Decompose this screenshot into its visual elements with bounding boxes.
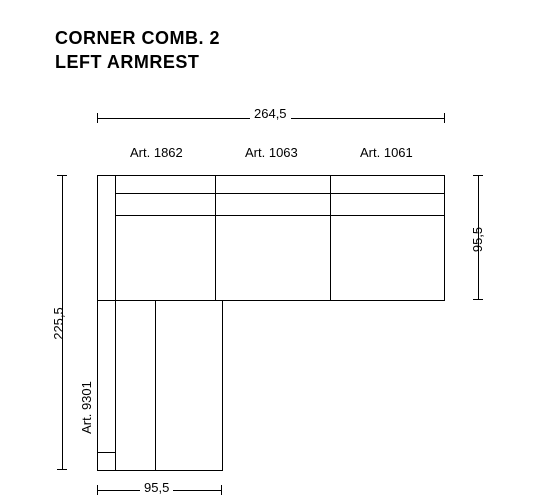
chaise-cushion-v <box>155 300 156 470</box>
dim-top-label: 264,5 <box>250 106 291 121</box>
module-side: Art. 9301 <box>79 381 94 434</box>
dim-bottom-tick-l <box>97 485 98 495</box>
sofa-top-edge <box>97 175 445 176</box>
dim-right-tick-b <box>473 299 483 300</box>
back-line <box>115 193 445 194</box>
div-2 <box>330 175 331 300</box>
dim-bottom-label: 95,5 <box>140 480 173 495</box>
cushion-line <box>115 215 445 216</box>
dim-bottom-tick-r <box>221 485 222 495</box>
arm-inner <box>115 175 116 470</box>
dim-top-tick-l <box>97 113 98 123</box>
title-line-1: CORNER COMB. 2 <box>55 28 220 49</box>
module-top-left: Art. 1862 <box>130 145 183 160</box>
title-line-2: LEFT ARMREST <box>55 52 199 73</box>
dim-left-tick-t <box>57 175 67 176</box>
dim-left-tick-b <box>57 469 67 470</box>
dim-left-label: 225,5 <box>51 307 66 340</box>
sofa-inner-v-edge <box>222 300 223 470</box>
div-1 <box>215 175 216 300</box>
chaise-top-line <box>97 300 222 301</box>
diagram-canvas: CORNER COMB. 2 LEFT ARMREST 264,5 Art. 1… <box>0 0 533 503</box>
dim-top-tick-r <box>444 113 445 123</box>
module-top-right: Art. 1061 <box>360 145 413 160</box>
sofa-bottom-edge <box>97 470 223 471</box>
dim-right-label: 95,5 <box>470 227 485 252</box>
module-top-mid: Art. 1063 <box>245 145 298 160</box>
dim-right-tick-t <box>473 175 483 176</box>
chaise-arm-notch <box>97 452 115 453</box>
sofa-bottom-h-edge <box>222 300 445 301</box>
sofa-left-edge <box>97 175 98 470</box>
